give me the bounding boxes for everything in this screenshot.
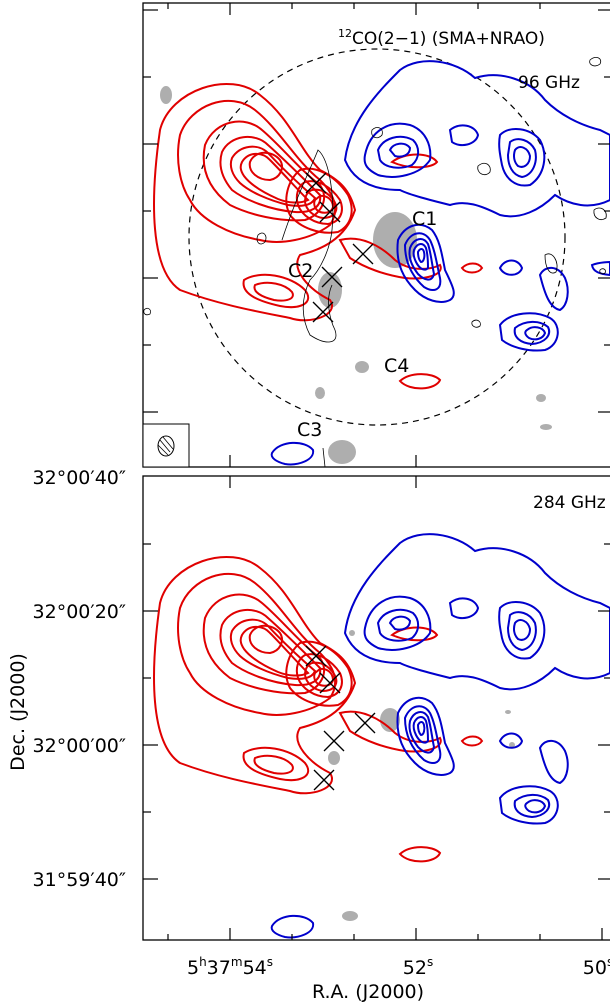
synthesized-beam	[142, 423, 190, 468]
dec-tick-labels: 32°00′40″ 32°00′20″ 32°00′00″ 31°59′40″	[33, 467, 126, 891]
blueshifted-contours	[270, 533, 610, 939]
continuum-emission	[328, 630, 515, 921]
source-markers	[305, 172, 374, 323]
bottom-panel: 284 GHz	[142, 475, 610, 941]
cross-marker	[319, 672, 341, 694]
bottom-panel-frame	[142, 475, 610, 941]
dec-tick-label: 31°59′40″	[33, 869, 126, 891]
cross-marker	[354, 712, 376, 734]
top-panel: 12CO(2−1) (SMA+NRAO) 96 GHz C1 C2 C4 C3	[142, 2, 610, 468]
ra-tick-labels: 5h37m54s 52s 50s	[187, 955, 610, 979]
cross-marker	[312, 301, 334, 323]
label-c3: C3	[297, 419, 322, 441]
label-c1: C1	[412, 208, 437, 230]
cross-marker	[313, 769, 335, 791]
cross-marker	[319, 201, 341, 223]
dec-tick-label: 32°00′40″	[33, 467, 126, 489]
cross-marker	[323, 730, 345, 752]
dec-tick-label: 32°00′20″	[33, 601, 126, 623]
redshifted-contours	[153, 556, 484, 863]
title-superscript: 12	[338, 27, 352, 40]
frequency-label-284: 284 GHz	[533, 493, 606, 513]
cross-marker	[352, 243, 374, 265]
cross-marker	[321, 266, 343, 288]
dec-tick-label: 32°00′00″	[33, 735, 126, 757]
panel-title: 12CO(2−1) (SMA+NRAO)	[338, 27, 545, 49]
bottom-dec-ticks	[143, 543, 610, 880]
source-markers	[305, 645, 376, 791]
title-main: CO(2−1) (SMA+NRAO)	[352, 29, 545, 49]
label-c4: C4	[384, 355, 409, 377]
top-panel-frame	[142, 2, 610, 468]
x-axis-label: R.A. (J2000)	[312, 981, 424, 1003]
ra-tick-label-52: 52s	[403, 955, 433, 979]
y-axis-label: Dec. (J2000)	[7, 653, 29, 771]
continuum-emission	[160, 86, 552, 464]
primary-beam-circle	[188, 48, 566, 426]
label-c2: C2	[288, 260, 313, 282]
top-ra-ticks	[167, 3, 541, 467]
cross-marker	[305, 645, 327, 667]
top-dec-ticks	[143, 9, 610, 413]
bottom-ra-ticks	[167, 476, 603, 940]
ra-tick-label-50: 50s	[583, 955, 610, 979]
redshifted-contours	[153, 83, 484, 390]
cross-marker	[305, 172, 327, 194]
negative-contours	[143, 57, 607, 468]
ra-tick-label-54: 5h37m54s	[187, 955, 273, 979]
frequency-label-96: 96 GHz	[518, 73, 580, 93]
